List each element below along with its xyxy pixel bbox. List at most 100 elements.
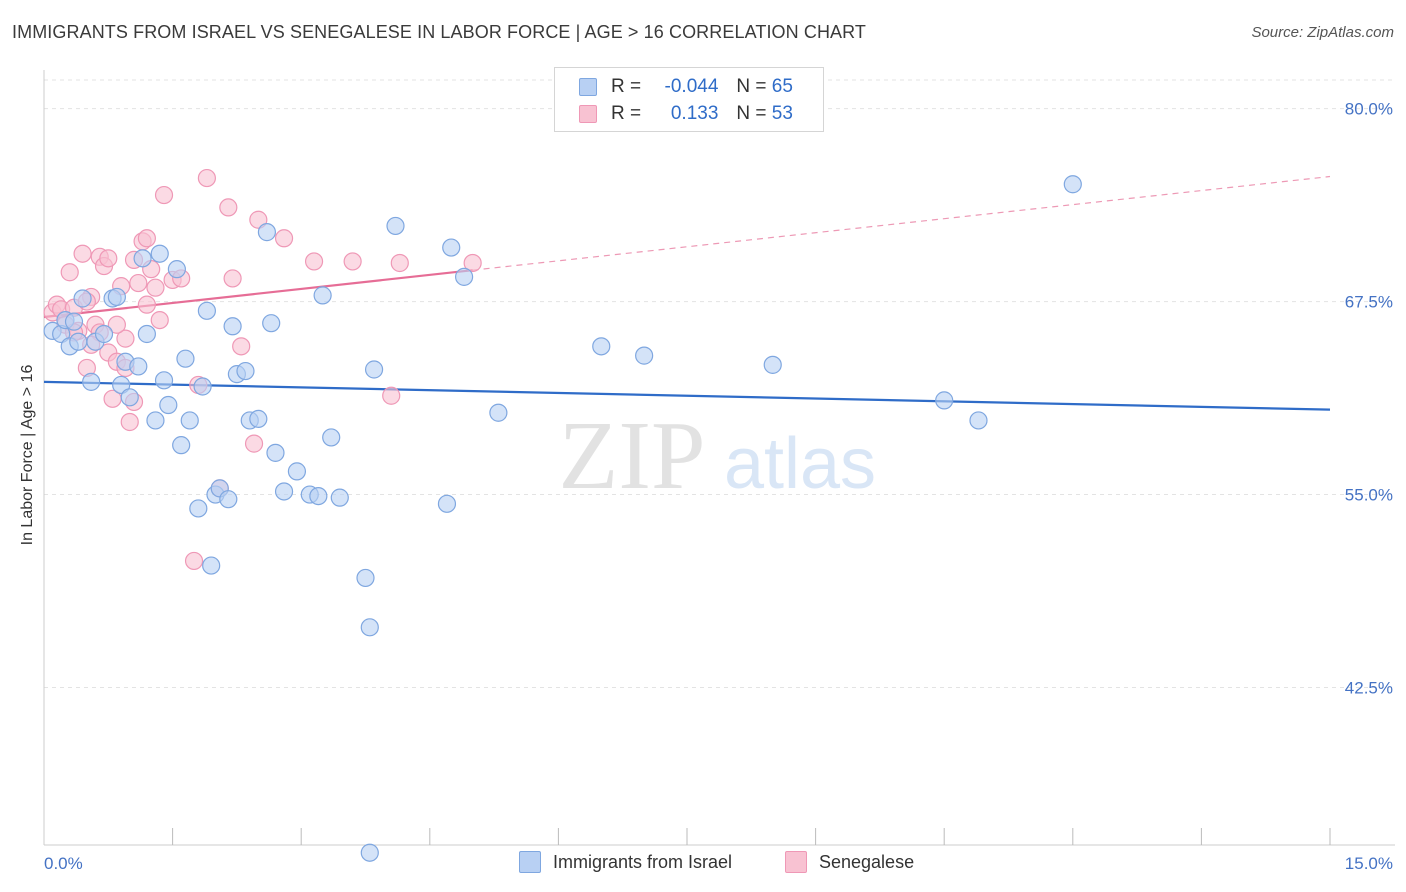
chart-title: IMMIGRANTS FROM ISRAEL VS SENEGALESE IN … <box>12 22 867 42</box>
point-israel <box>330 488 349 507</box>
point-israel <box>249 409 268 429</box>
point-israel <box>64 312 84 331</box>
point-israel <box>189 499 208 518</box>
point-senegalese <box>304 252 324 271</box>
point-israel <box>322 428 341 447</box>
point-israel <box>489 403 508 422</box>
point-israel <box>107 287 126 307</box>
point-senegalese <box>382 386 401 405</box>
legend-row-senegalese: R = 0.133 N = 53 <box>579 102 793 126</box>
point-israel <box>437 494 457 513</box>
y-tick-label: 67.5% <box>1345 293 1393 312</box>
legend-r-label: R = <box>611 103 642 124</box>
legend-row-israel: R = -0.044 N = 65 <box>579 75 793 99</box>
point-senegalese <box>146 278 165 297</box>
point-israel <box>82 372 101 391</box>
point-israel <box>150 244 169 263</box>
trend-lines <box>43 175 1331 411</box>
point-senegalese <box>137 229 156 248</box>
point-senegalese <box>120 412 139 432</box>
y-tick-label: 80.0% <box>1345 100 1393 119</box>
point-israel <box>202 556 221 575</box>
trend-line-senegalese <box>43 269 473 319</box>
watermark-atlas: atlas <box>724 424 876 504</box>
y-tick-label: 42.5% <box>1345 679 1393 698</box>
point-senegalese <box>73 244 92 263</box>
point-israel <box>364 360 384 379</box>
point-senegalese <box>244 434 264 453</box>
point-israel <box>454 267 474 286</box>
point-israel <box>442 238 461 257</box>
point-israel <box>274 482 294 501</box>
point-senegalese <box>107 315 126 334</box>
trend-line-israel <box>43 380 1331 411</box>
point-senegalese <box>274 229 294 248</box>
point-senegalese <box>60 263 79 282</box>
point-israel <box>120 388 139 407</box>
legend-n-label: N = <box>736 76 767 97</box>
legend-swatch-pink <box>579 105 597 123</box>
point-israel <box>137 324 156 344</box>
point-senegalese <box>116 329 135 348</box>
point-israel <box>360 843 379 862</box>
point-senegalese <box>154 185 174 205</box>
point-senegalese <box>223 269 242 288</box>
point-israel <box>193 377 212 396</box>
point-senegalese <box>463 253 482 273</box>
point-israel <box>386 216 405 236</box>
bottom-legend-senegalese: Senegalese <box>785 851 914 873</box>
point-israel <box>1063 175 1082 194</box>
point-israel <box>360 618 379 637</box>
point-senegalese <box>184 551 204 571</box>
legend-r-label: R = <box>611 76 642 97</box>
point-israel <box>154 371 174 390</box>
legend-box: R = -0.044 N = 65 R = 0.133 N = 53 <box>554 67 824 132</box>
point-israel <box>356 568 375 588</box>
point-israel <box>266 443 285 462</box>
point-israel <box>257 223 277 242</box>
point-israel <box>287 462 307 481</box>
point-israel <box>763 355 782 374</box>
tick-labels: 80.0% 67.5% 55.0% 42.5% 0.0% 15.0% <box>44 100 1393 873</box>
point-senegalese <box>99 249 118 268</box>
point-israel <box>129 357 148 376</box>
point-senegalese <box>343 252 362 271</box>
point-senegalese <box>232 337 251 356</box>
legend-swatch-blue <box>579 78 597 96</box>
bottom-legend-israel: Immigrants from Israel <box>519 851 732 873</box>
axes <box>43 70 1395 846</box>
point-israel <box>159 395 178 415</box>
point-senegalese <box>137 295 156 314</box>
point-israel <box>69 332 88 351</box>
point-israel <box>935 391 954 410</box>
point-israel <box>112 375 131 395</box>
point-israel <box>223 317 242 336</box>
point-senegalese <box>390 253 409 273</box>
point-senegalese <box>249 210 268 229</box>
point-israel <box>969 411 988 430</box>
point-senegalese <box>129 273 148 293</box>
point-israel <box>133 249 152 268</box>
point-israel <box>635 346 654 365</box>
point-israel <box>219 490 238 509</box>
point-israel <box>167 260 186 279</box>
x-tick-label: 15.0% <box>1345 854 1393 873</box>
point-senegalese <box>150 310 169 330</box>
point-israel <box>180 411 199 430</box>
legend-r-value: 0.133 <box>670 103 719 124</box>
bottom-legend-swatch-pink <box>785 851 807 873</box>
grid-lines <box>44 79 1395 689</box>
point-israel <box>172 436 191 455</box>
bottom-legend-label: Immigrants from Israel <box>553 851 733 872</box>
point-israel <box>236 361 255 381</box>
trend-line-senegalese-extrapolated <box>472 175 1331 271</box>
x-tick-label: 0.0% <box>44 854 83 873</box>
legend-n-value: 65 <box>771 76 793 97</box>
legend-n-label: N = <box>736 103 767 124</box>
legend-r-value: -0.044 <box>664 76 719 97</box>
point-israel <box>313 286 332 305</box>
point-israel <box>176 349 195 368</box>
point-senegalese <box>219 198 238 217</box>
watermark-zip: ZIP <box>559 402 706 510</box>
